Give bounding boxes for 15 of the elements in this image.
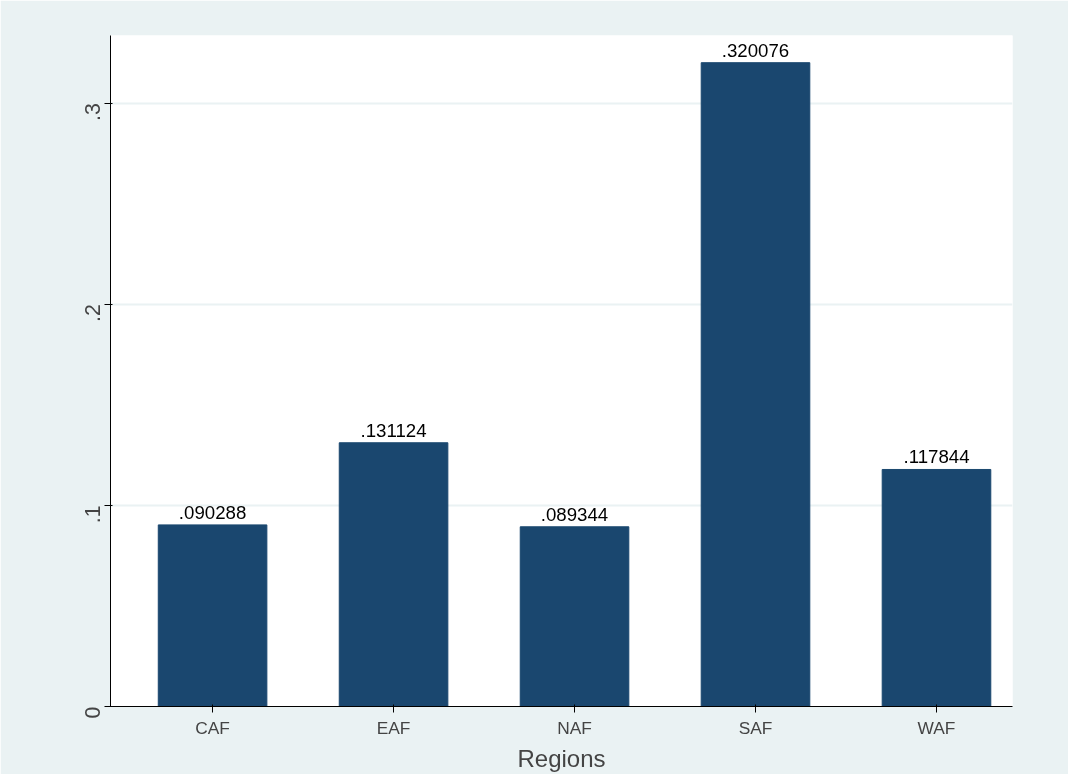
- y-tick-label: .3: [81, 103, 105, 121]
- x-tick-label: SAF: [738, 717, 773, 738]
- data-label: .131124: [360, 419, 427, 441]
- data-label: .320076: [721, 39, 790, 61]
- y-tick-label: .1: [81, 505, 105, 524]
- x-tick-label: WAF: [917, 717, 956, 738]
- y-tick-label: .2: [81, 304, 105, 323]
- x-tick-label: EAF: [376, 717, 411, 738]
- y-tick-label: 0: [81, 706, 105, 719]
- x-tick-label: CAF: [195, 717, 230, 738]
- x-axis-title: Regions: [517, 744, 606, 772]
- data-label: .117844: [903, 446, 970, 468]
- data-label: .089344: [540, 503, 609, 525]
- x-tick-label: NAF: [557, 717, 592, 738]
- data-label: .090288: [178, 501, 247, 523]
